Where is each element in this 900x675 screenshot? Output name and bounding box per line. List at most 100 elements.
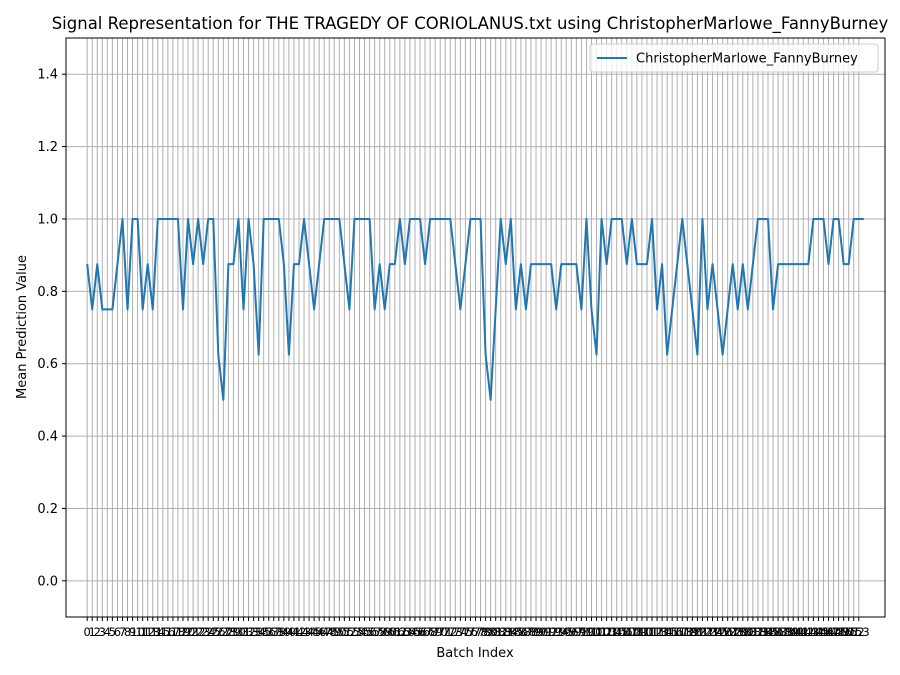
- x-tick-label: 43: [297, 625, 312, 639]
- x-tick-label: 8: [124, 625, 131, 639]
- x-tick-label: 23: [196, 625, 211, 639]
- x-tick-label: 18: [171, 625, 186, 639]
- x-tick-label: 116: [661, 625, 683, 639]
- x-tick-label: 95: [559, 625, 574, 639]
- x-tick-label: 125: [707, 625, 729, 639]
- x-tick-label: 80: [483, 625, 498, 639]
- x-axis-label: Batch Index: [436, 646, 514, 661]
- x-tick-label: 56: [362, 625, 377, 639]
- x-tick-label: 70: [433, 625, 448, 639]
- x-tick-label: 65: [408, 625, 423, 639]
- x-tick-label: 50: [332, 625, 347, 639]
- x-tick-label: 37: [266, 625, 281, 639]
- x-tick-label: 17: [166, 625, 181, 639]
- x-tick-label: 83: [498, 625, 513, 639]
- x-tick-label: 52: [342, 625, 357, 639]
- x-tick-label: 39: [277, 625, 292, 639]
- x-tick-label: 13: [145, 625, 160, 639]
- x-tick-label: 3: [99, 625, 106, 639]
- x-tick-label: 140: [782, 625, 804, 639]
- x-tick-label: 45: [307, 625, 322, 639]
- x-tick-label: 60: [382, 625, 397, 639]
- x-tick-label: 127: [717, 625, 739, 639]
- x-tick-label: 106: [611, 625, 633, 639]
- x-tick-label: 97: [569, 625, 584, 639]
- x-tick-label: 20: [181, 625, 196, 639]
- x-tick-label: 137: [767, 625, 789, 639]
- y-axis: 0.0 0.2 0.4 0.6 0.8 1.0 1.2 1.4: [37, 68, 66, 589]
- x-tick-label: 21: [186, 625, 201, 639]
- x-tick-label: 98: [574, 625, 589, 639]
- x-tick-label: 128: [722, 625, 744, 639]
- x-tick-label: 19: [176, 625, 191, 639]
- x-tick-label: 120: [681, 625, 703, 639]
- x-tick-label: 134: [752, 625, 774, 639]
- x-tick-label: 11: [135, 625, 150, 639]
- y-tick-label: 0.4: [37, 430, 58, 445]
- x-tick-label: 81: [488, 625, 503, 639]
- x-tick-label: 6: [114, 625, 121, 639]
- x-tick-label: 1: [89, 625, 96, 639]
- x-tick-label: 76: [463, 625, 478, 639]
- x-tick-label: 150: [833, 625, 855, 639]
- x-tick-label: 149: [828, 625, 850, 639]
- x-tick-label: 82: [493, 625, 508, 639]
- y-axis-label: Mean Prediction Value: [15, 255, 30, 399]
- x-tick-label: 28: [221, 625, 236, 639]
- x-tick-label: 57: [367, 625, 382, 639]
- x-axis: 0123456789101112131415161718192021222324…: [84, 617, 870, 639]
- x-tick-label: 49: [327, 625, 342, 639]
- x-tick-label: 85: [509, 625, 524, 639]
- x-tick-label: 148: [823, 625, 845, 639]
- x-tick-label: 54: [352, 625, 367, 639]
- x-tick-label: 132: [742, 625, 764, 639]
- x-tick-label: 87: [519, 625, 534, 639]
- x-tick-label: 77: [468, 625, 483, 639]
- x-tick-label: 71: [438, 625, 453, 639]
- x-tick-label: 78: [473, 625, 488, 639]
- x-tick-label: 41: [287, 625, 302, 639]
- y-tick-label: 1.0: [37, 212, 58, 227]
- x-tick-label: 107: [616, 625, 638, 639]
- x-tick-label: 122: [691, 625, 713, 639]
- x-tick-label: 86: [514, 625, 529, 639]
- x-tick-label: 73: [448, 625, 463, 639]
- x-tick-label: 133: [747, 625, 769, 639]
- x-tick-label: 61: [387, 625, 402, 639]
- x-tick-label: 142: [792, 625, 814, 639]
- x-tick-label: 124: [702, 625, 724, 639]
- x-tick-label: 88: [524, 625, 539, 639]
- x-tick-label: 108: [621, 625, 643, 639]
- x-tick-label: 131: [737, 625, 759, 639]
- series-layer: [86, 217, 864, 401]
- x-tick-label: 130: [732, 625, 754, 639]
- x-tick-label: 72: [443, 625, 458, 639]
- x-gridlines: [86, 38, 860, 617]
- y-tick-label: 0.0: [37, 574, 58, 589]
- x-tick-label: 121: [686, 625, 708, 639]
- x-tick-label: 29: [226, 625, 241, 639]
- x-tick-label: 115: [656, 625, 678, 639]
- x-tick-label: 4: [104, 625, 111, 639]
- x-tick-label: 34: [251, 625, 266, 639]
- x-tick-label: 22: [191, 625, 206, 639]
- x-tick-label: 147: [818, 625, 840, 639]
- x-tick-label: 24: [201, 625, 216, 639]
- x-tick-label: 0: [84, 625, 91, 639]
- x-tick-label: 64: [403, 625, 418, 639]
- legend-frame: [589, 43, 879, 73]
- x-tick-label: 89: [529, 625, 544, 639]
- x-tick-label: 33: [246, 625, 261, 639]
- x-tick-label: 47: [317, 625, 332, 639]
- legend: ChristopherMarlowe_FannyBurney: [589, 43, 879, 73]
- x-tick-label: 117: [666, 625, 688, 639]
- x-tick-label: 10: [130, 625, 145, 639]
- x-tick-label: 145: [807, 625, 829, 639]
- x-tick-label: 141: [787, 625, 809, 639]
- x-tick-label: 35: [256, 625, 271, 639]
- x-tick-label: 114: [651, 625, 673, 639]
- x-tick-label: 93: [549, 625, 564, 639]
- x-tick-label: 51: [337, 625, 352, 639]
- x-tick-label: 59: [377, 625, 392, 639]
